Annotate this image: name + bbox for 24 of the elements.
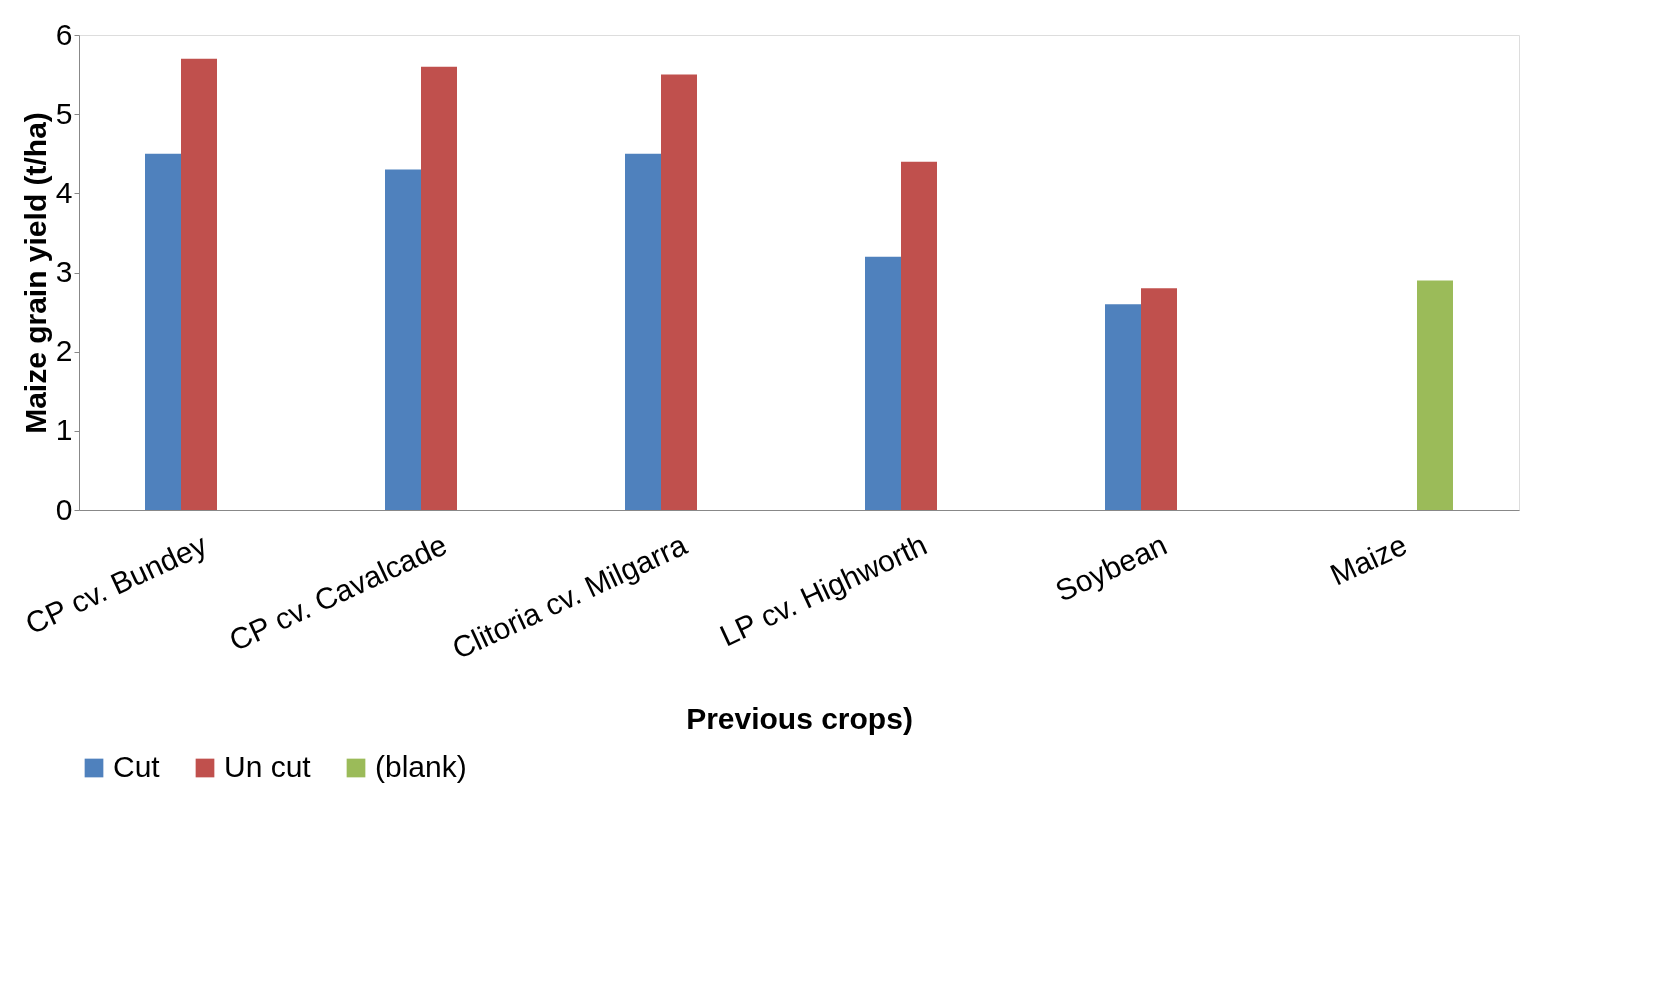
bar	[1141, 288, 1177, 510]
bar	[1105, 304, 1141, 510]
y-tick-label: 2	[55, 334, 73, 368]
y-axis-title: Maize grain yield (t/ha)	[18, 112, 52, 434]
y-tick-label: 4	[55, 175, 73, 209]
y-tick-label: 0	[55, 492, 73, 526]
legend-label: Un cut	[224, 750, 312, 783]
legend-label: Cut	[113, 750, 161, 783]
bar	[385, 169, 421, 510]
bar	[421, 66, 457, 510]
x-axis-title: Previous crops)	[686, 702, 913, 736]
x-tick-label: Maize	[1325, 527, 1412, 592]
y-tick-label: 1	[55, 413, 73, 447]
y-tick-label: 6	[55, 17, 73, 51]
bar	[181, 58, 217, 510]
legend-label: (blank)	[375, 750, 467, 783]
bar	[1417, 280, 1453, 510]
bar	[661, 74, 697, 510]
bar	[145, 153, 181, 510]
bar	[625, 153, 661, 510]
bar	[865, 256, 901, 510]
y-tick-label: 5	[55, 96, 73, 130]
bar	[901, 161, 937, 510]
y-tick-label: 3	[55, 255, 73, 288]
